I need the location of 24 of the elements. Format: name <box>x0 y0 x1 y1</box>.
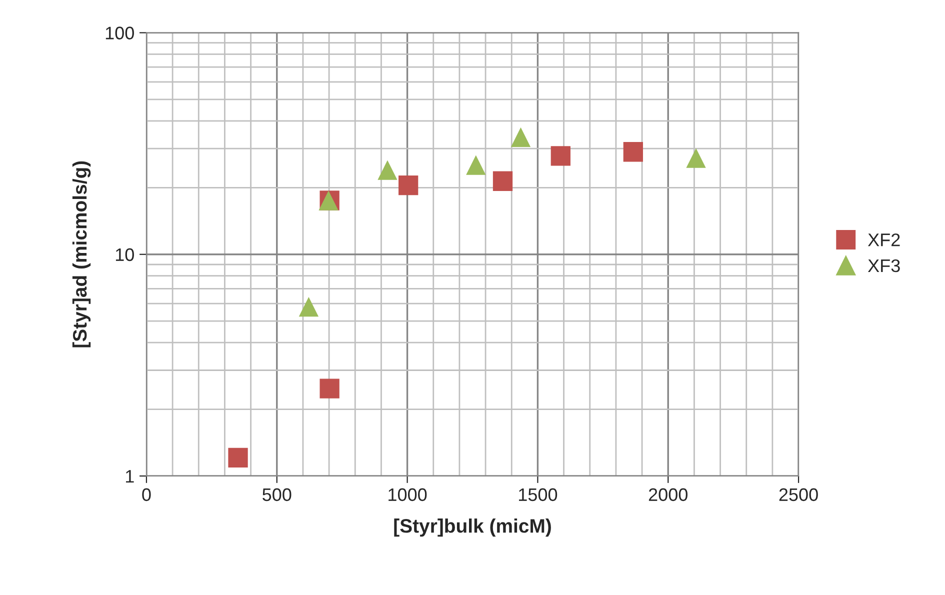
x-tick-label: 1500 <box>519 488 558 502</box>
x-tick-label: 0 <box>142 488 151 502</box>
legend-label: XF3 <box>868 259 900 272</box>
point <box>510 127 531 147</box>
x-tick-label: 2500 <box>779 488 818 502</box>
x-tick-label: 2000 <box>648 488 688 502</box>
point <box>228 448 248 468</box>
y-tick-label: 1 <box>126 470 134 483</box>
point <box>623 142 643 162</box>
point <box>492 171 513 191</box>
y-tick-label: 10 <box>116 248 134 262</box>
x-tick-label: 500 <box>262 488 292 502</box>
point <box>686 148 706 168</box>
y-axis-title: [Styr]ad (micmols/g) <box>72 161 91 348</box>
point <box>550 146 570 166</box>
point <box>320 378 340 398</box>
point <box>466 155 486 175</box>
x-axis-title: [Styr]bulk (micM) <box>394 518 551 537</box>
legend-label: XF2 <box>868 233 900 246</box>
y-tick-label: 100 <box>106 26 134 40</box>
point <box>378 160 398 180</box>
x-tick-label: 1000 <box>388 488 427 502</box>
point <box>398 175 418 196</box>
point <box>298 296 319 317</box>
